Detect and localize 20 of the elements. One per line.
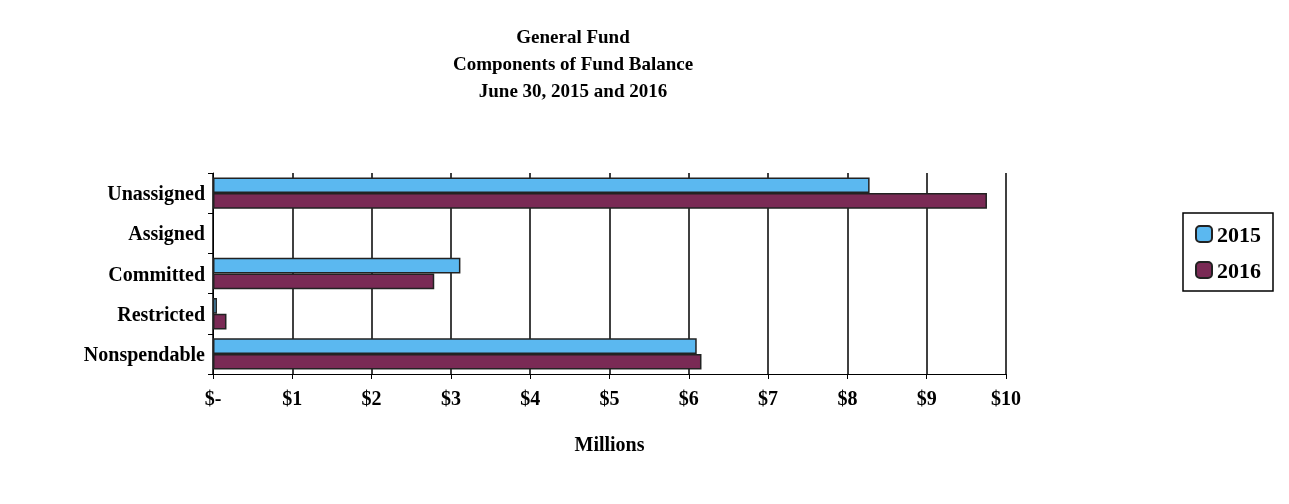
legend-label: 2015 xyxy=(1217,221,1261,247)
legend-label: 2016 xyxy=(1217,257,1261,283)
x-tick-label: $2 xyxy=(361,387,382,409)
x-tick-label: $5 xyxy=(599,387,620,409)
y-tick-label: Committed xyxy=(108,262,205,285)
x-tick-label: $3 xyxy=(440,387,461,409)
x-tick-label: $4 xyxy=(520,387,541,409)
x-tick-label: $10 xyxy=(991,387,1021,409)
x-tick-label: $7 xyxy=(758,387,779,409)
x-tick-label: $9 xyxy=(916,387,937,409)
x-tick-label: $6 xyxy=(678,387,699,409)
x-tick-label: $8 xyxy=(837,387,858,409)
x-axis-title: Millions xyxy=(574,433,645,455)
x-tick-label: $- xyxy=(204,387,222,409)
y-tick-label: Assigned xyxy=(128,222,205,246)
chart-title: General Fund Components of Fund Balance June 30, 2015 and 2016 xyxy=(452,26,694,101)
x-tick-label: $1 xyxy=(282,387,303,409)
y-tick-label: Restricted xyxy=(117,302,205,325)
y-tick-label: Unassigned xyxy=(107,182,205,206)
y-tick-label: Nonspendable xyxy=(83,342,206,366)
